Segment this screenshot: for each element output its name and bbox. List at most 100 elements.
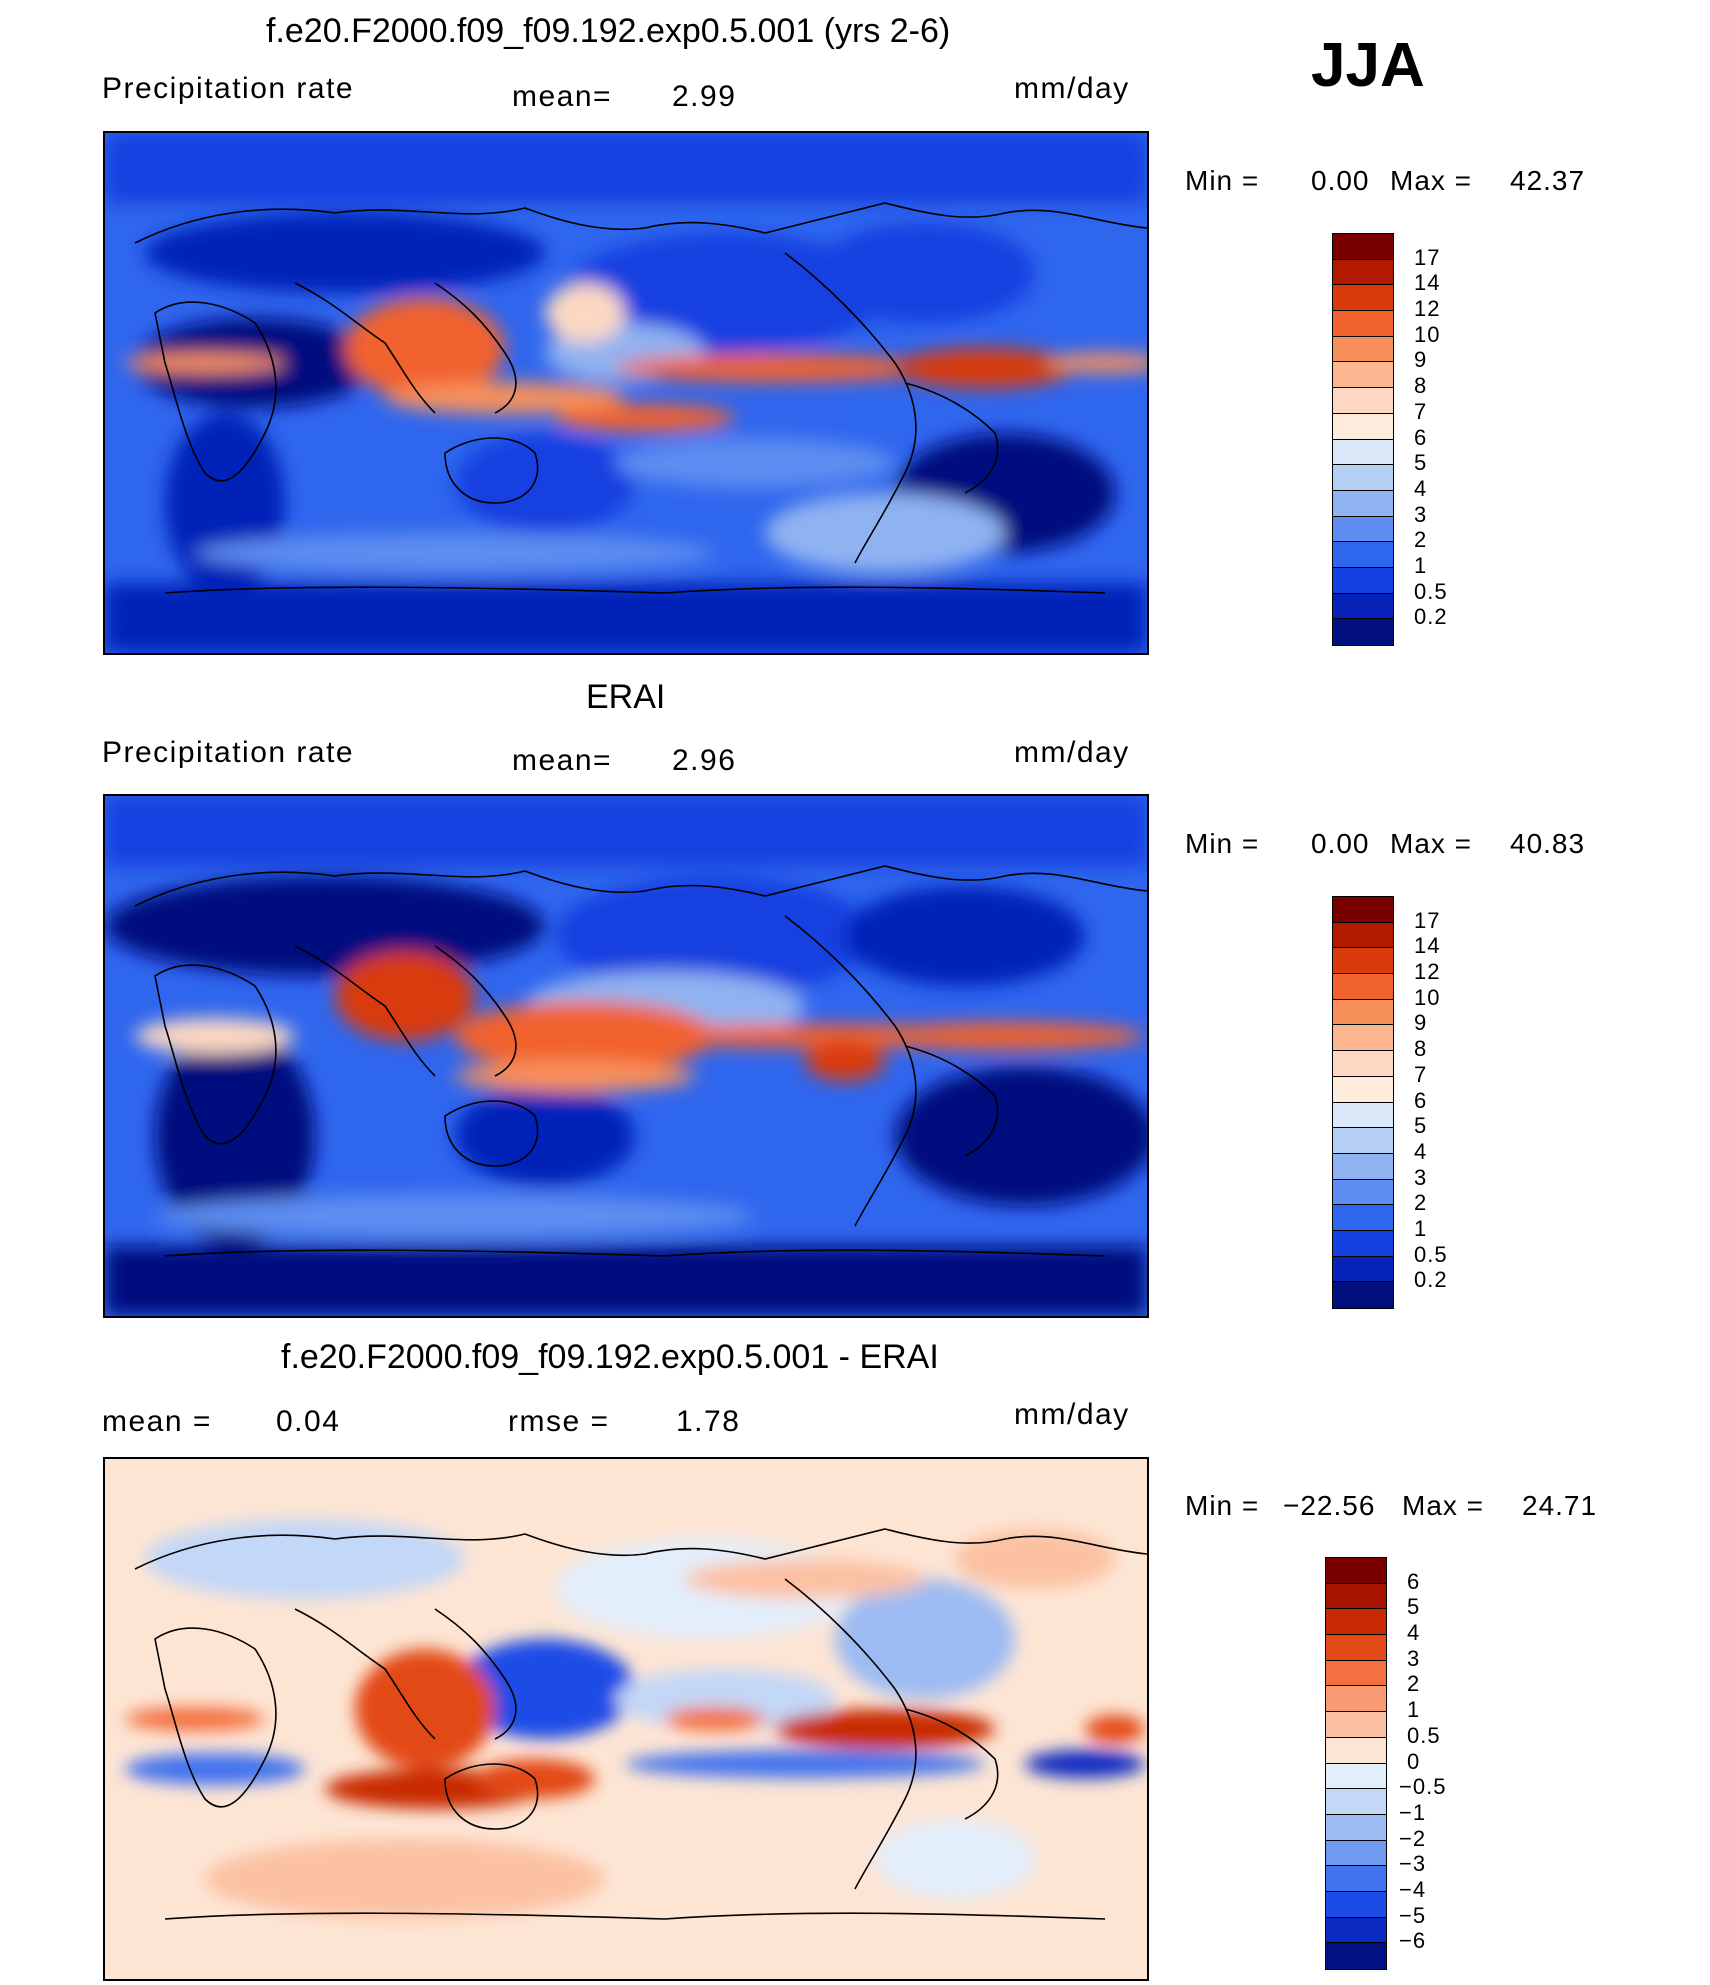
colorbar-segment — [1326, 1866, 1386, 1892]
colorbar-segment — [1326, 1917, 1386, 1944]
colorbar-tick-label: 4 — [1414, 1138, 1428, 1164]
colorbar-segment — [1333, 1282, 1393, 1308]
colorbar-segment — [1333, 593, 1393, 620]
colorbar-segment — [1326, 1763, 1386, 1790]
colorbar-tick-label: 6 — [1407, 1568, 1421, 1594]
panel-2-map — [103, 794, 1149, 1318]
colorbar-tick-label: 12 — [1414, 959, 1441, 985]
colorbar-segment — [1326, 1609, 1386, 1636]
colorbar-segment — [1333, 516, 1393, 543]
colorbar-tick-label: −1 — [1399, 1799, 1427, 1825]
panel-1-map-field — [105, 133, 1147, 653]
colorbar-segment — [1326, 1583, 1386, 1610]
colorbar-segment — [1333, 234, 1393, 260]
colorbar-tick-label: 2 — [1414, 1190, 1428, 1216]
colorbar-tick-label: 2 — [1407, 1671, 1421, 1697]
colorbar-tick-label: 3 — [1414, 501, 1428, 527]
colorbar-segment — [1326, 1635, 1386, 1661]
colorbar-tick-label: 0.2 — [1414, 604, 1448, 630]
colorbar-segment — [1333, 619, 1393, 645]
colorbar-tick-label: 2 — [1414, 527, 1428, 553]
colorbar-tick-label: 0.5 — [1414, 1241, 1448, 1267]
colorbar-segment — [1326, 1891, 1386, 1918]
colorbar-tick-label: −6 — [1399, 1928, 1427, 1954]
panel-1-max-label: Max = — [1390, 165, 1473, 196]
colorbar-segment — [1333, 1179, 1393, 1206]
colorbar-segment — [1326, 1943, 1386, 1969]
panel-3-max-label: Max = — [1402, 1490, 1485, 1521]
colorbar-tick-label: −0.5 — [1399, 1774, 1447, 1800]
panel-3-title: f.e20.F2000.f09_f09.192.exp0.5.001 - ERA… — [281, 1338, 939, 1376]
colorbar-tick-label: 12 — [1414, 296, 1441, 322]
colorbar-tick-label: 10 — [1414, 984, 1441, 1010]
colorbar-tick-label: 5 — [1414, 450, 1428, 476]
panel-2-title: ERAI — [586, 678, 666, 716]
colorbar-tick-label: 4 — [1414, 475, 1428, 501]
colorbar-tick-label: −3 — [1399, 1851, 1427, 1877]
panel-3-max-value: 24.71 — [1522, 1490, 1598, 1521]
colorbar-tick-label: −4 — [1399, 1876, 1427, 1902]
colorbar-tick-label: 5 — [1407, 1594, 1421, 1620]
panel-3-map — [103, 1457, 1149, 1981]
panel-1-mean-value: 2.99 — [672, 80, 737, 113]
colorbar-segment — [1333, 388, 1393, 414]
colorbar-tick-label: 1 — [1414, 1215, 1428, 1241]
panel-2-max-value: 40.83 — [1510, 828, 1586, 859]
panel-2-mean-key: mean= — [512, 744, 613, 777]
panel-1-map — [103, 131, 1149, 655]
colorbar-segment — [1333, 362, 1393, 389]
colorbar-segment — [1333, 567, 1393, 594]
colorbar-segment — [1333, 1025, 1393, 1052]
panel-1-title: f.e20.F2000.f09_f09.192.exp0.5.001 (yrs … — [266, 12, 951, 50]
colorbar-segment — [1333, 439, 1393, 466]
panel-2-min-label: Min = — [1185, 828, 1260, 859]
colorbar-tick-label: 1 — [1407, 1697, 1421, 1723]
panel-2-mean-value: 2.96 — [672, 744, 737, 777]
panel-1-mean-key: mean= — [512, 80, 613, 113]
colorbar-tick-label: 7 — [1414, 398, 1428, 424]
colorbar-segment — [1333, 948, 1393, 975]
colorbar-segment — [1333, 1230, 1393, 1257]
panel-1-colorbar — [1332, 233, 1394, 646]
colorbar-segment — [1333, 311, 1393, 337]
colorbar-tick-label: 0 — [1407, 1748, 1421, 1774]
colorbar-tick-label: 3 — [1407, 1645, 1421, 1671]
panel-3-min-label: Min = — [1185, 1490, 1260, 1521]
panel-3-map-field — [105, 1459, 1147, 1979]
colorbar-segment — [1326, 1712, 1386, 1738]
panel-1-max-value: 42.37 — [1510, 165, 1586, 196]
panel-2-colorbar — [1332, 896, 1394, 1309]
panel-2-units: mm/day — [1014, 736, 1130, 769]
colorbar-tick-label: 7 — [1414, 1061, 1428, 1087]
panel-1-min-value: 0.00 — [1311, 165, 1370, 196]
colorbar-tick-label: 0.5 — [1414, 578, 1448, 604]
panel-3-min-value: −22.56 — [1283, 1490, 1376, 1521]
colorbar-segment — [1333, 897, 1393, 923]
panel-2-variable-label: Precipitation rate — [102, 736, 355, 769]
colorbar-segment — [1326, 1840, 1386, 1867]
panel-3-rmse-value: 1.78 — [676, 1405, 741, 1438]
colorbar-tick-label: 8 — [1414, 373, 1428, 399]
colorbar-segment — [1333, 999, 1393, 1026]
colorbar-tick-label: 0.2 — [1414, 1267, 1448, 1293]
colorbar-tick-label: 6 — [1414, 1087, 1428, 1113]
colorbar-segment — [1333, 259, 1393, 286]
colorbar-segment — [1333, 1051, 1393, 1077]
colorbar-tick-label: 6 — [1414, 424, 1428, 450]
colorbar-segment — [1333, 490, 1393, 517]
colorbar-segment — [1333, 1256, 1393, 1283]
colorbar-segment — [1333, 1205, 1393, 1231]
colorbar-segment — [1326, 1686, 1386, 1713]
colorbar-tick-label: 14 — [1414, 270, 1441, 296]
colorbar-tick-label: 3 — [1414, 1164, 1428, 1190]
colorbar-segment — [1333, 1076, 1393, 1103]
colorbar-segment — [1326, 1814, 1386, 1841]
colorbar-segment — [1333, 285, 1393, 312]
panel-2-min-value: 0.00 — [1311, 828, 1370, 859]
colorbar-segment — [1333, 1153, 1393, 1180]
colorbar-segment — [1333, 336, 1393, 363]
panel-3-mean-key: mean = — [102, 1405, 212, 1438]
colorbar-segment — [1333, 413, 1393, 440]
colorbar-tick-label: −5 — [1399, 1902, 1427, 1928]
panel-3-mean-value: 0.04 — [276, 1405, 341, 1438]
